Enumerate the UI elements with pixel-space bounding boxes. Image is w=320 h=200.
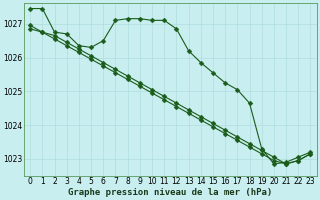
X-axis label: Graphe pression niveau de la mer (hPa): Graphe pression niveau de la mer (hPa)	[68, 188, 272, 197]
